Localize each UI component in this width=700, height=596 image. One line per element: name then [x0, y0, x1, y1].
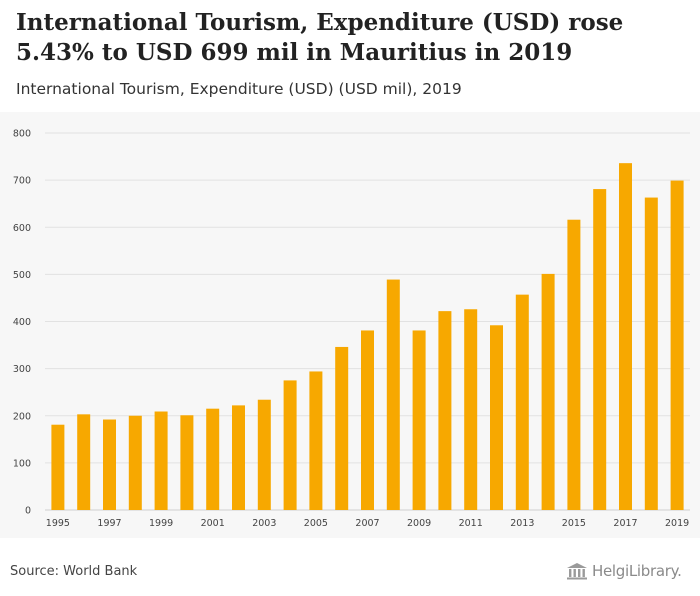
x-tick-label: 2011 [459, 518, 483, 529]
y-tick-label: 800 [13, 129, 31, 140]
chart-subtitle: International Tourism, Expenditure (USD)… [16, 80, 462, 98]
bar-2017 [619, 163, 632, 510]
chart-area: 0 100 200 300 400 500 600 700 800 1995 1997 1999 200… [0, 112, 700, 538]
bar-2019 [670, 180, 684, 510]
bar-1995 [51, 424, 65, 510]
bar-2018 [644, 197, 658, 510]
x-tick-label: 2013 [510, 518, 534, 529]
x-tick-label: 1997 [97, 518, 121, 529]
bar-1998 [128, 415, 142, 510]
bar-1997 [103, 419, 116, 510]
bar-2009 [412, 330, 426, 510]
helgi-library-logo: HelgiLibrary. [566, 562, 682, 580]
library-building-icon [567, 563, 587, 580]
bar-2013 [515, 294, 529, 510]
bar-2011 [464, 309, 478, 510]
x-tick-label: 2003 [252, 518, 276, 529]
bar-2004 [283, 380, 297, 510]
source-note: Source: World Bank [10, 564, 138, 579]
bar-2012 [490, 325, 503, 510]
logo-text: HelgiLibrary. [592, 562, 682, 580]
bar-2008 [386, 279, 400, 510]
y-tick-label: 700 [13, 176, 31, 187]
bar-1999 [154, 411, 168, 510]
bar-2014 [541, 273, 555, 510]
bar-2005 [309, 371, 323, 510]
bar-2001 [206, 408, 220, 510]
bar-chart: 0 100 200 300 400 500 600 700 800 1995 1997 1999 200… [13, 129, 690, 529]
y-tick-label: 0 [25, 506, 31, 517]
bar-2000 [180, 415, 194, 510]
x-tick-label: 2017 [613, 518, 637, 529]
bar-2003 [257, 399, 271, 510]
y-tick-label: 300 [13, 364, 31, 375]
y-tick-label: 200 [13, 411, 31, 422]
y-tick-label: 600 [13, 223, 31, 234]
y-tick-label: 100 [13, 458, 31, 469]
x-tick-label: 2001 [201, 518, 225, 529]
x-tick-label: 2009 [407, 518, 431, 529]
y-tick-label: 500 [13, 270, 31, 281]
bar-1996 [77, 414, 91, 510]
bar-2015 [567, 219, 581, 510]
x-tick-label: 2007 [355, 518, 379, 529]
chart-title: International Tourism, Expenditure (USD)… [16, 9, 624, 66]
x-tick-label: 2015 [562, 518, 586, 529]
x-tick-label: 2005 [304, 518, 328, 529]
bar-2006 [335, 346, 349, 510]
y-tick-label: 400 [13, 317, 31, 328]
x-tick-label: 2019 [665, 518, 689, 529]
bar-2010 [438, 311, 452, 510]
x-tick-label: 1995 [46, 518, 70, 529]
bar-2002 [232, 405, 245, 510]
x-tick-label: 1999 [149, 518, 173, 529]
bar-2016 [593, 189, 607, 511]
bar-2007 [361, 330, 374, 510]
